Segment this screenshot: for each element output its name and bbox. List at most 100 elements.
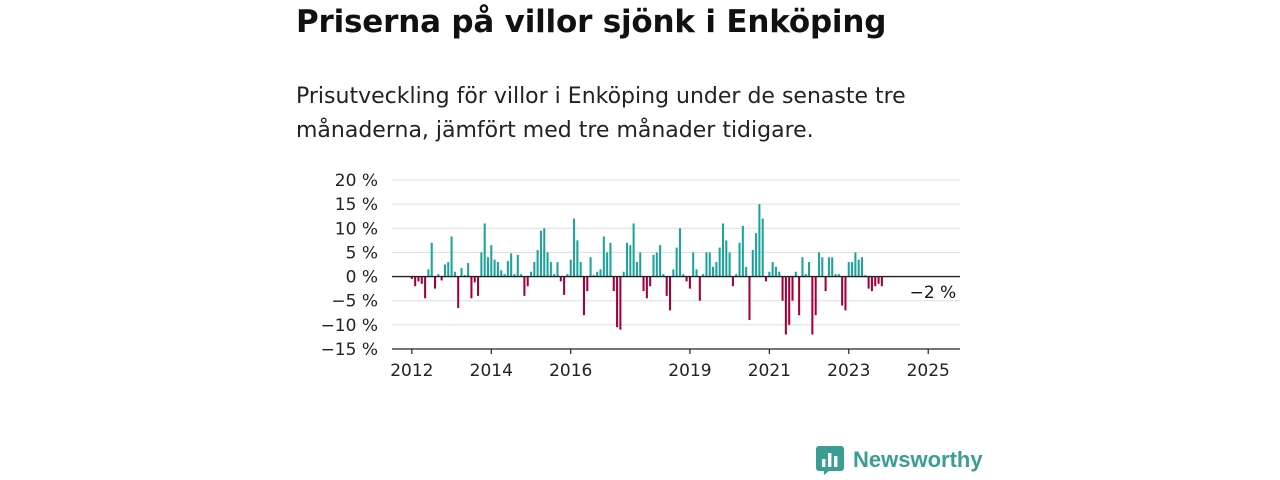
bar [877,276,880,284]
bar [516,254,519,277]
bar [731,276,734,287]
bar [798,276,801,316]
brand-logo: Newsworthy [815,444,983,476]
bar [774,266,777,277]
bar [685,276,688,282]
bar [440,276,443,281]
bar [553,274,556,277]
bar [771,262,774,277]
bar [870,276,873,292]
bar [434,276,437,289]
bar [741,225,744,277]
bar [735,274,738,277]
x-tick-label: 2014 [470,361,513,381]
bar [669,276,672,311]
bar [821,257,824,277]
bar [695,269,698,277]
bar [576,240,579,277]
bar [513,274,516,277]
y-tick-label: 15 % [335,195,378,215]
last-value-label: −2 % [910,283,957,303]
bar [457,276,460,308]
bar [801,257,804,277]
x-tick-label: 2019 [668,361,711,381]
bar [619,276,622,330]
bar [467,263,470,277]
bar [831,257,834,277]
bar [847,262,850,277]
bar [678,228,681,277]
bar [453,271,456,277]
bar [672,269,675,277]
bar [500,270,503,277]
bar [662,274,665,277]
bar [612,276,615,292]
bar [493,259,496,277]
bar [480,252,483,277]
bar [745,266,748,277]
bar [755,233,758,277]
bar [794,271,797,277]
bar [712,266,715,277]
bar [642,276,645,292]
y-tick-label: 10 % [335,219,378,239]
y-tick-label: −5 % [331,292,378,312]
bar [437,274,440,277]
bar [814,276,817,316]
bar [854,252,857,277]
bar [586,276,589,292]
bar [470,276,473,299]
bar [463,275,466,277]
bar [738,242,741,277]
bar [718,247,721,277]
bar [503,274,506,277]
bar [520,274,523,277]
bar [523,276,526,296]
bar [652,254,655,277]
bar [827,257,830,277]
bar [569,259,572,277]
bar [450,236,453,277]
x-tick-label: 2025 [907,361,950,381]
bar [682,274,685,277]
bar [543,228,546,277]
bar [791,276,794,301]
chart-title: Priserna på villor sjönk i Enköping [296,4,887,40]
bar [477,276,480,296]
bar [721,223,725,277]
bar [645,276,648,299]
bar [510,253,513,277]
bar [784,276,787,335]
bar [549,262,552,277]
y-tick-label: −10 % [321,316,378,336]
bar [529,271,533,277]
bar [649,276,652,287]
bar [860,257,864,277]
bar-chart-logo-icon [816,446,844,475]
bar [579,262,582,277]
bar [778,271,781,277]
bar [539,230,542,277]
bar [837,274,840,277]
bar [788,276,791,325]
bar [625,242,629,277]
bar [844,276,847,311]
bar [748,276,751,321]
bar [824,276,827,292]
bar [768,271,771,277]
y-tick-label: 20 % [335,171,378,191]
bar [490,245,493,277]
bar [563,276,566,295]
bar [659,245,662,277]
bar [546,252,549,277]
bar [410,276,413,279]
bar [761,218,764,277]
bar [533,262,536,277]
bar [582,276,586,316]
bar [622,271,625,277]
bar [851,262,854,277]
bar [424,276,427,299]
annotation: −2 % [910,283,957,303]
bar [473,276,476,283]
bar [616,276,619,328]
